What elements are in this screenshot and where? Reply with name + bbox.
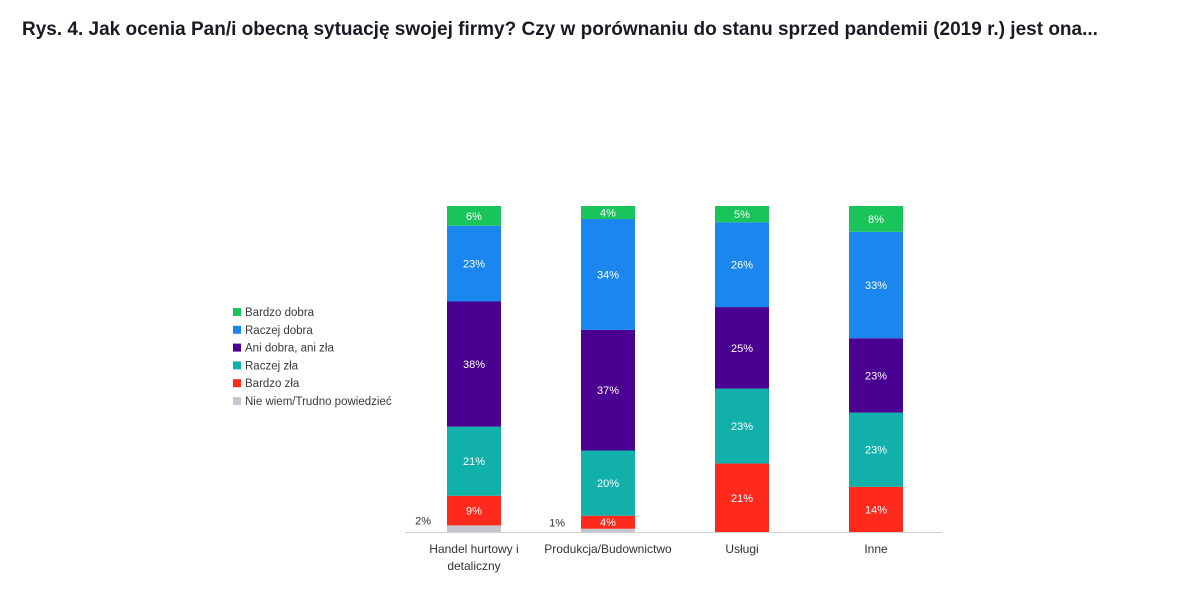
data-label: 20% [597, 478, 619, 490]
bar-segment [849, 338, 903, 413]
category-label-line: Handel hurtowy i [429, 542, 518, 556]
bar-segment [447, 301, 501, 427]
bar-segment [447, 495, 501, 526]
legend-swatch [233, 343, 241, 352]
bar-stack-3: 21% 23% 25% 26% 5% [715, 206, 769, 532]
bar-segment [581, 219, 635, 330]
bar-segment [715, 206, 769, 223]
data-label: 2% [415, 516, 431, 528]
legend-label: Ani dobra, ani zła [245, 343, 334, 355]
data-label: 21% [731, 493, 753, 505]
category-label: Handel hurtowy i detaliczny [429, 542, 518, 573]
bar-segment [447, 225, 501, 302]
data-label: 23% [463, 259, 485, 271]
legend-swatch [233, 397, 241, 405]
bar-segment [581, 515, 635, 529]
data-label: 34% [597, 269, 619, 281]
legend-swatch [233, 308, 241, 316]
legend-swatch [233, 325, 241, 334]
legend-item: Bardzo dobra [233, 307, 315, 319]
category-label: Usługi [725, 542, 758, 556]
legend-label: Raczej zła [245, 360, 299, 372]
bar-segment [581, 206, 635, 220]
category-label: Produkcja/Budownictwo [544, 542, 672, 556]
bars: 2%9%21%38%23%6%1% 4%20%37%34%4%21%23%25%2… [415, 206, 903, 532]
data-label: 14% [865, 504, 887, 516]
data-label: 26% [731, 260, 753, 272]
bar-segment [715, 388, 769, 464]
chart-title: Rys. 4. Jak ocenia Pan/i obecną sytuację… [22, 19, 1098, 40]
bar-segment [849, 412, 903, 487]
data-label: 9% [466, 506, 482, 518]
legend-swatch [233, 361, 241, 370]
legend-item: Raczej zła [233, 360, 299, 372]
bar-stack-4: 14% 23% 23% 33% 8% [849, 206, 903, 532]
category-label: Inne [864, 542, 888, 556]
legend-label: Bardzo dobra [245, 307, 315, 319]
data-label: 25% [731, 343, 753, 355]
bar-segment [715, 222, 769, 308]
legend-item: Nie wiem/Trudno powiedzieć [233, 396, 392, 408]
category-label-line: Inne [864, 542, 888, 556]
legend-label: Raczej dobra [245, 325, 313, 337]
data-label: 4% [600, 208, 616, 220]
bar-segment [849, 486, 903, 532]
bar-stack-1: 2% 9% 21% 38% 23% 6% [415, 206, 501, 532]
bar-segment [581, 450, 635, 516]
data-label: 1% [549, 517, 565, 529]
bar-segment [849, 231, 903, 339]
bar-segment [447, 426, 501, 496]
data-label: 8% [868, 214, 884, 226]
data-label: 33% [865, 280, 887, 292]
legend-label: Nie wiem/Trudno powiedzieć [245, 396, 392, 408]
legend-swatch [233, 379, 241, 388]
bar-segment [581, 329, 635, 451]
bar-segment [849, 206, 903, 232]
category-label-line: Usługi [725, 542, 758, 556]
bar-segment [581, 528, 635, 532]
data-label: 23% [865, 445, 887, 457]
bar-segment [447, 206, 501, 226]
legend-item: Bardzo zła [233, 378, 300, 390]
category-label-line: Produkcja/Budownictwo [544, 542, 672, 556]
category-labels: Handel hurtowy i detaliczny Produkcja/Budo… [429, 542, 888, 573]
data-label: 37% [597, 385, 619, 397]
bar-segment [715, 307, 769, 389]
data-label: 21% [463, 456, 485, 468]
data-label: 6% [466, 211, 482, 223]
legend-item: Raczej dobra [233, 325, 313, 337]
data-label: 23% [865, 370, 887, 382]
category-label-line: detaliczny [447, 559, 500, 573]
data-label: 23% [731, 421, 753, 433]
bar-segment [447, 525, 501, 532]
legend: Bardzo dobra Raczej dobra Ani dobra, ani z… [233, 307, 392, 408]
data-label: 5% [734, 209, 750, 221]
bar-stack-2: 1% 4% 20% 37% 34% 4% [549, 206, 635, 532]
bar-segment [715, 463, 769, 532]
legend-label: Bardzo zła [245, 378, 300, 390]
data-label: 4% [600, 517, 616, 529]
data-label: 38% [463, 359, 485, 371]
legend-item: Ani dobra, ani zła [233, 343, 334, 355]
